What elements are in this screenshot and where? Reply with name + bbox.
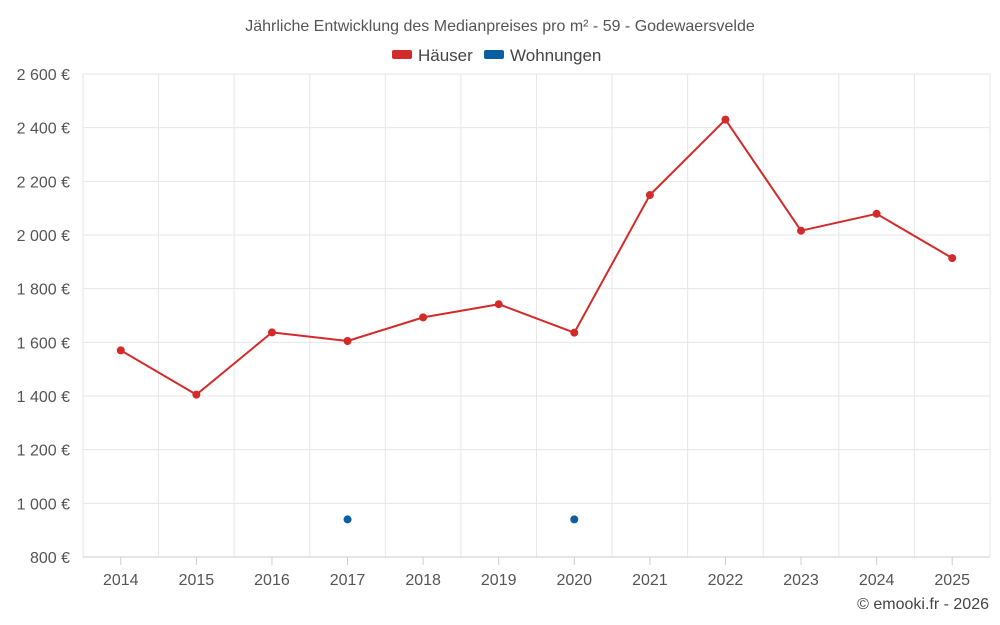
data-point[interactable]	[494, 300, 503, 309]
data-point[interactable]	[419, 313, 428, 322]
y-tick-label: 1 400 €	[17, 389, 70, 406]
x-tick-label: 2025	[934, 572, 970, 589]
chart-title: Jährliche Entwicklung des Medianpreises …	[245, 18, 755, 35]
legend-swatch-haeuser	[392, 50, 412, 59]
data-point[interactable]	[343, 336, 352, 345]
series-wohnungen	[343, 515, 579, 524]
data-point[interactable]	[570, 515, 579, 524]
y-tick-label: 2 600 €	[17, 67, 70, 84]
credit: © emooki.fr - 2026	[857, 596, 989, 613]
legend: Häuser Wohnungen	[392, 46, 601, 65]
x-tick-label: 2014	[103, 572, 139, 589]
legend-label-haeuser: Häuser	[418, 46, 473, 65]
y-tick-label: 1 200 €	[17, 443, 70, 460]
y-tick-label: 800 €	[30, 550, 70, 567]
x-tick-label: 2016	[254, 572, 290, 589]
x-tick-label: 2022	[708, 572, 744, 589]
x-tick-label: 2019	[481, 572, 517, 589]
legend-swatch-wohnungen	[484, 50, 504, 59]
data-point[interactable]	[343, 515, 352, 524]
series-line	[120, 118, 953, 396]
series-haeuser	[116, 115, 957, 399]
data-point[interactable]	[721, 115, 730, 124]
series	[116, 115, 957, 524]
data-point[interactable]	[267, 328, 276, 337]
data-point[interactable]	[948, 254, 957, 263]
data-point[interactable]	[192, 390, 201, 399]
x-tick-label: 2015	[179, 572, 215, 589]
data-point[interactable]	[570, 328, 579, 337]
legend-label-wohnungen: Wohnungen	[510, 46, 601, 65]
x-tick-label: 2017	[330, 572, 366, 589]
data-point[interactable]	[797, 226, 806, 235]
y-tick-label: 1 000 €	[17, 496, 70, 513]
data-point[interactable]	[872, 209, 881, 218]
x-axis: 2014 2015 2016 2017 2018 2019 2020 2021 2022 2023…	[83, 556, 990, 589]
data-point[interactable]	[645, 191, 654, 200]
legend-item-wohnungen[interactable]: Wohnungen	[484, 46, 601, 65]
x-tick-label: 2021	[632, 572, 668, 589]
legend-item-haeuser[interactable]: Häuser	[392, 46, 473, 65]
data-point[interactable]	[116, 346, 125, 355]
y-tick-label: 1 800 €	[17, 282, 70, 299]
y-tick-label: 2 400 €	[17, 121, 70, 138]
y-tick-label: 2 000 €	[17, 228, 70, 245]
x-tick-label: 2024	[859, 572, 895, 589]
grid	[82, 73, 991, 557]
y-tick-label: 2 200 €	[17, 174, 70, 191]
y-tick-label: 1 600 €	[17, 335, 70, 352]
x-tick-label: 2020	[556, 572, 592, 589]
y-axis: 800 € 1 000 € 1 200 € 1 400 € 1 600 € 1 800 €…	[17, 67, 70, 567]
x-tick-label: 2018	[405, 572, 441, 589]
x-tick-label: 2023	[783, 572, 819, 589]
